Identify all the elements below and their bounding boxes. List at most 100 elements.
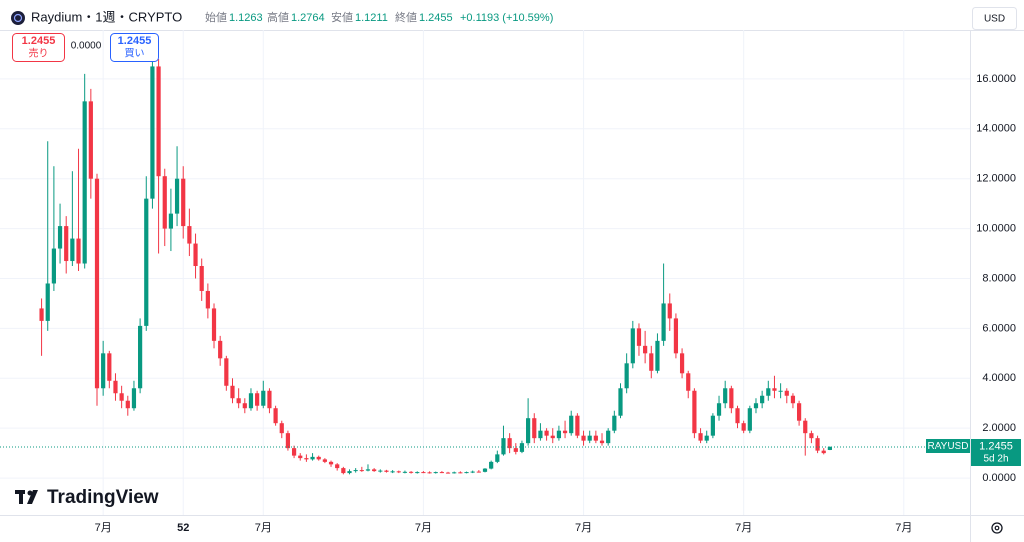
candle-body	[427, 472, 432, 474]
candle-body	[501, 438, 506, 455]
candle-body	[489, 461, 494, 469]
y-tick-label: 14.0000	[976, 123, 1016, 135]
candle-body	[821, 450, 826, 454]
brand-name: TradingView	[47, 487, 159, 508]
candle-body	[107, 353, 112, 381]
candle-body	[698, 433, 703, 441]
candle-body	[341, 468, 346, 474]
y-tick-label: 0.0000	[982, 472, 1016, 484]
x-tick-label: 7月	[255, 522, 272, 534]
candle-body	[766, 388, 771, 396]
candle-body	[415, 472, 420, 474]
y-tick-label: 6.0000	[982, 322, 1016, 334]
candle-body	[827, 447, 832, 450]
price-tag-price: 1.2455	[979, 440, 1013, 452]
x-tick-label: 7月	[415, 522, 432, 534]
candle-body	[692, 390, 697, 434]
candle-body	[532, 418, 537, 439]
candle-body	[636, 328, 642, 346]
candle-body	[57, 226, 63, 249]
candle-body	[445, 472, 451, 474]
candle-body	[402, 471, 408, 473]
candle-body	[144, 198, 149, 326]
sell-button[interactable]	[12, 33, 65, 62]
candle-body	[408, 471, 414, 473]
x-tick-label: 52	[177, 522, 189, 534]
candle-body	[291, 448, 297, 456]
candle-body	[94, 178, 100, 389]
candle-body	[612, 415, 617, 431]
buy-price[interactable]: 1.2455	[118, 35, 152, 47]
candle-body	[285, 433, 291, 449]
candle-body	[809, 433, 814, 439]
candle-body	[544, 430, 549, 436]
sell-label[interactable]: 売り	[29, 47, 49, 60]
ohlc-value: 1.2455	[419, 12, 453, 24]
candle-body	[353, 470, 358, 472]
candle-body	[101, 353, 106, 389]
price-tag	[971, 439, 1021, 466]
currency-button[interactable]	[972, 7, 1017, 30]
symbol-logo-ring	[13, 13, 23, 23]
ohlc-value: 1.1263	[229, 12, 263, 24]
candle-body	[193, 243, 198, 267]
settings-icon-center	[994, 525, 1000, 531]
candle-body	[248, 393, 254, 409]
ohlc-label: 始値	[205, 10, 227, 24]
candle-body	[439, 472, 444, 474]
candle-body	[156, 66, 161, 177]
candle-body	[64, 226, 69, 262]
candle-body	[255, 393, 260, 406]
candle-body	[741, 423, 746, 431]
candle-body	[390, 471, 395, 473]
ohlc-value: 1.2764	[291, 12, 325, 24]
candle-body	[587, 435, 592, 441]
candles	[39, 48, 832, 475]
settings-icon[interactable]	[991, 522, 1003, 534]
candle-body	[125, 400, 130, 409]
candle-body	[482, 468, 488, 472]
candle-body	[593, 435, 598, 441]
candle-body	[279, 423, 284, 434]
candle-body	[359, 470, 364, 472]
candle-body	[643, 345, 648, 354]
brand-logo	[15, 490, 38, 504]
candle-body	[458, 472, 463, 474]
y-tick-label: 4.0000	[982, 372, 1016, 384]
candle-body	[729, 388, 734, 409]
candle-body	[710, 415, 715, 436]
x-tick-label: 7月	[575, 522, 592, 534]
candle-body	[716, 403, 722, 416]
candle-body	[790, 395, 796, 404]
candle-body	[347, 471, 352, 474]
sell-price[interactable]: 1.2455	[22, 35, 56, 47]
symbol-tag	[926, 439, 970, 453]
candle-body	[88, 101, 93, 179]
candle-body	[562, 430, 568, 434]
brand-mark	[27, 490, 38, 504]
ohlc-label: 終値	[395, 10, 417, 24]
symbol-logo	[11, 11, 25, 25]
currency[interactable]: USD	[984, 14, 1005, 25]
candle-body	[261, 390, 266, 406]
candle-body	[242, 403, 247, 409]
candle-body	[470, 471, 475, 473]
candle-body	[538, 430, 543, 439]
ohlc-label: 高値	[267, 10, 289, 24]
candle-body	[304, 458, 309, 460]
candle-body	[667, 303, 672, 319]
candle-body	[119, 393, 124, 401]
symbol-title[interactable]: Raydium・1週・CRYPTO	[31, 9, 182, 24]
candle-body	[365, 469, 371, 471]
buy-button[interactable]	[110, 33, 159, 62]
x-tick-label: 7月	[735, 522, 752, 534]
price-tag-countdown: 5d 2h	[983, 454, 1008, 465]
candle-body	[815, 438, 820, 451]
candle-body	[513, 448, 518, 452]
candle-body	[328, 461, 334, 465]
spread: 0.0000	[71, 41, 102, 52]
candle-body	[396, 471, 401, 473]
candle-body	[796, 403, 802, 421]
buy-label[interactable]: 買い	[125, 48, 145, 60]
